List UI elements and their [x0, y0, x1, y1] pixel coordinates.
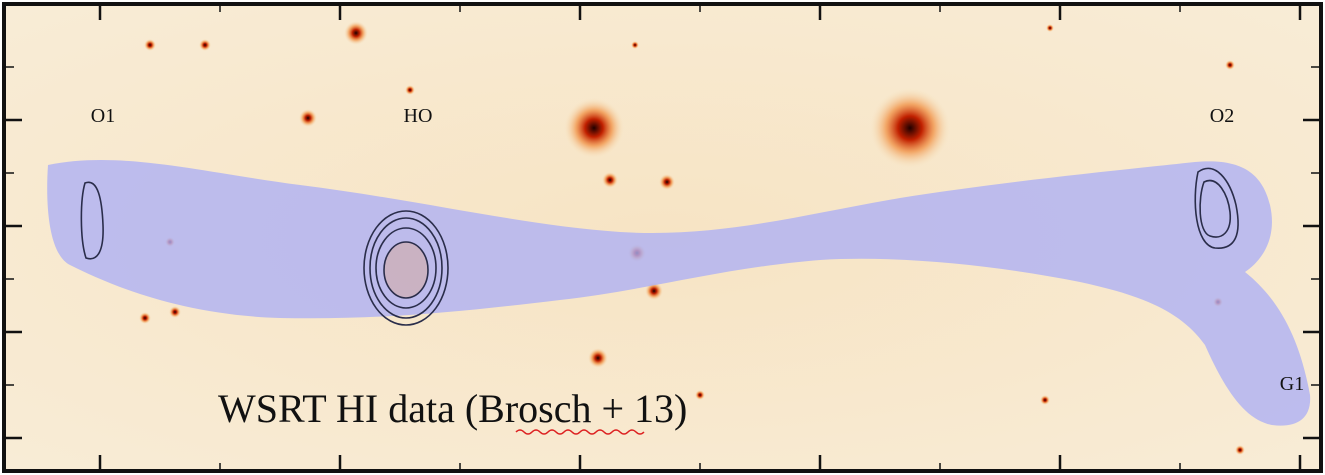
- caption: WSRT HI data (Brosch + 13): [218, 386, 687, 431]
- page: O1 HO O2 G1 WSRT HI data (Brosch + 13) (…: [0, 0, 1325, 475]
- object-label: O1: [91, 105, 115, 127]
- sky-image: O1 HO O2 G1 WSRT HI data (Brosch + 13): [0, 0, 1325, 475]
- object-label: HO: [404, 105, 433, 127]
- object-label: O2: [1210, 105, 1234, 127]
- object-label: G1: [1280, 373, 1304, 395]
